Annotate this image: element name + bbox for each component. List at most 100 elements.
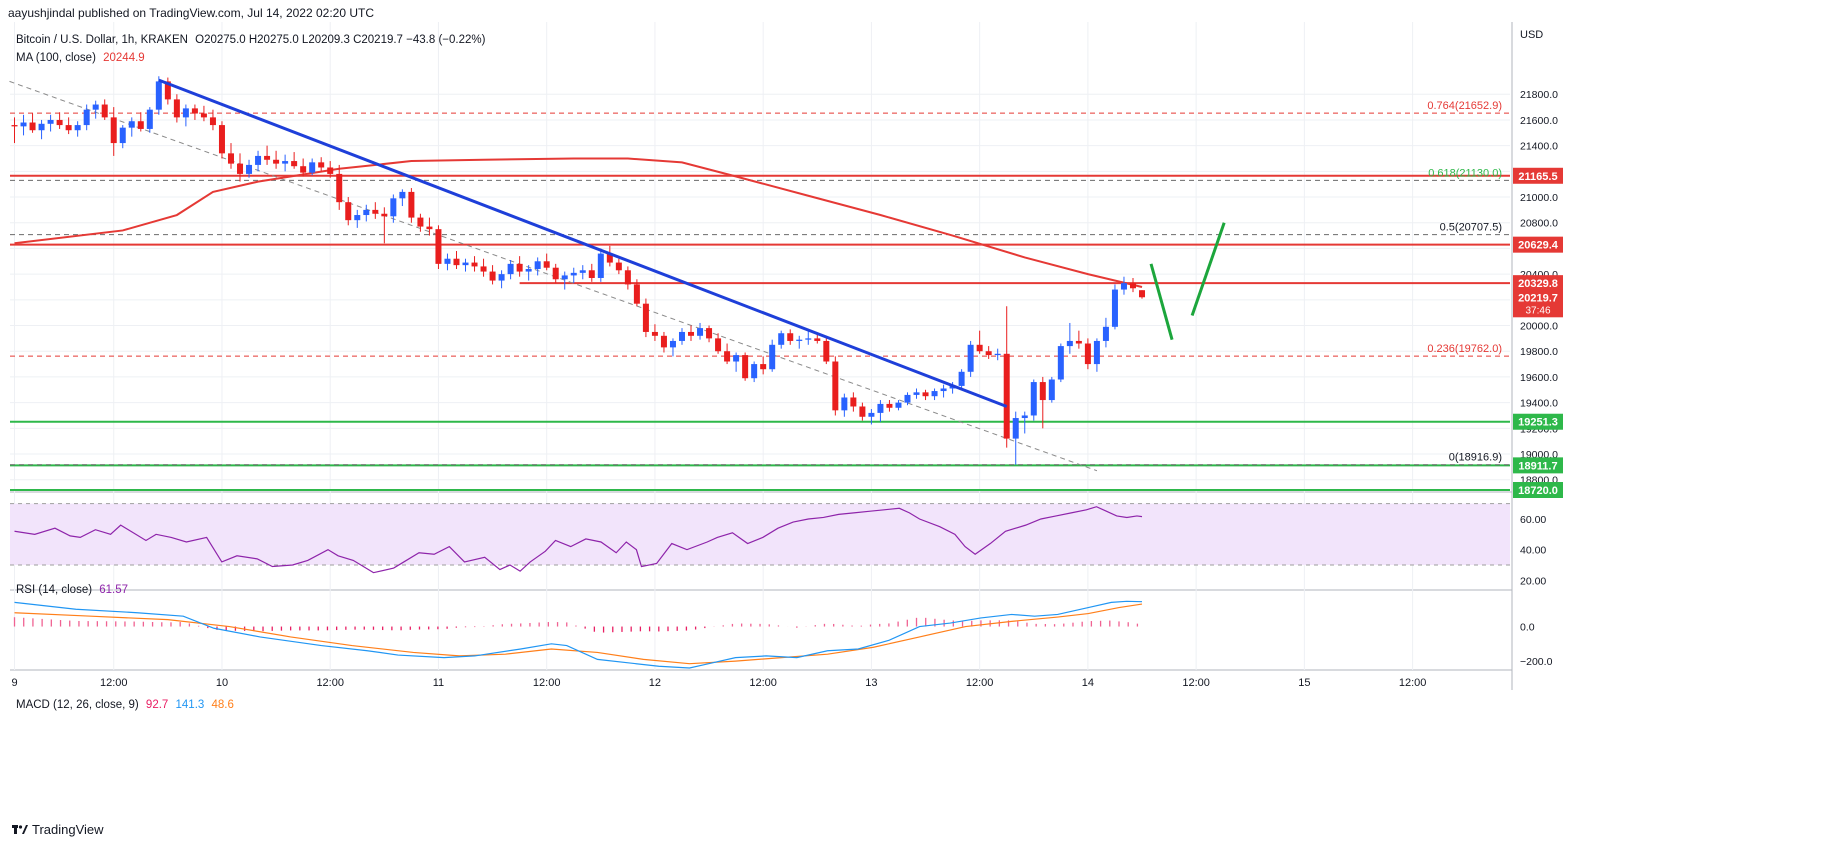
candle-body <box>823 340 830 362</box>
candle-body <box>345 202 352 221</box>
symbol-title[interactable]: Bitcoin / U.S. Dollar, 1h, KRAKEN <box>16 34 188 46</box>
candle <box>868 409 875 425</box>
candle-body <box>381 213 388 217</box>
candle-body <box>859 406 866 417</box>
rsi-label[interactable]: RSI (14, close) <box>16 584 93 596</box>
candle <box>354 209 361 228</box>
candle <box>751 361 758 383</box>
candle <box>20 114 27 136</box>
candle-body <box>173 99 180 118</box>
candle <box>1111 284 1118 330</box>
candle-body <box>273 159 280 164</box>
candle-body <box>895 402 902 408</box>
candle <box>1084 338 1091 370</box>
candle-body <box>1021 415 1028 419</box>
candle-body <box>706 328 713 339</box>
countdown-label: 37:46 <box>1525 305 1550 316</box>
candle <box>733 352 740 372</box>
candle <box>832 356 839 416</box>
candle-body <box>1129 283 1136 289</box>
forecast-leg-down <box>1149 263 1174 341</box>
candle <box>967 340 974 377</box>
candle-body <box>796 339 803 341</box>
time-tick-label: 12:00 <box>316 677 344 689</box>
candle <box>1129 277 1136 293</box>
candle <box>913 388 920 399</box>
candle <box>678 328 685 345</box>
candle-body <box>724 351 731 362</box>
candle-body <box>525 268 532 272</box>
time-tick-label: 9 <box>11 677 17 689</box>
candle <box>769 339 776 372</box>
candle <box>1075 330 1082 349</box>
ma-label[interactable]: MA (100, close) <box>16 52 96 64</box>
candle <box>489 265 496 285</box>
candle <box>642 298 649 338</box>
candle <box>101 99 108 120</box>
candle-body <box>498 274 505 281</box>
candle-body <box>543 261 550 268</box>
candle <box>850 392 857 412</box>
candle <box>688 325 695 341</box>
candle <box>119 125 126 149</box>
candle-body <box>137 121 144 129</box>
candle-body <box>940 388 947 392</box>
macd-line <box>14 600 1143 669</box>
candle-body <box>760 364 767 370</box>
macd-legend: MACD (12, 26, close, 9) 92.7 141.3 48.6 <box>16 699 238 711</box>
time-tick-label: 15 <box>1298 677 1310 689</box>
candle <box>669 338 676 357</box>
price-tag-label: 18720.0 <box>1518 485 1558 497</box>
candle-body <box>688 331 695 336</box>
price-tick-label: 21600.0 <box>1520 115 1558 127</box>
candle <box>1139 290 1146 299</box>
ohlc-values: O20275.0 H20275.0 L20209.3 C20219.7 −43.… <box>195 34 486 46</box>
candle <box>1102 317 1109 348</box>
tradingview-brand[interactable]: TradingView <box>12 822 104 837</box>
brand-name: TradingView <box>32 822 104 837</box>
candle-body <box>832 361 839 411</box>
ma-value: 20244.9 <box>103 52 145 64</box>
tradingview-logo-icon <box>12 824 28 834</box>
candle <box>264 145 271 165</box>
candle-body <box>101 104 108 118</box>
candle-body <box>958 371 965 386</box>
candle-body <box>399 191 406 199</box>
candle-body <box>47 119 54 124</box>
candle <box>805 330 812 345</box>
candle-body <box>354 215 361 221</box>
candle-body <box>976 344 983 352</box>
candle <box>300 158 307 177</box>
candle <box>65 117 72 135</box>
price-tick-label: 19400.0 <box>1520 398 1558 410</box>
candle-body <box>65 125 72 131</box>
candle <box>38 119 45 140</box>
candle <box>561 271 568 290</box>
time-tick-label: 12 <box>649 677 661 689</box>
candle-body <box>426 226 433 230</box>
candle-body <box>255 155 262 165</box>
macd-tick-label: 0.0 <box>1520 622 1535 634</box>
macd-label[interactable]: MACD (12, 26, close, 9) <box>16 699 139 711</box>
candle <box>417 213 424 232</box>
candle-body <box>282 161 289 164</box>
candle-body <box>1075 340 1082 344</box>
price-tag-label: 19251.3 <box>1518 417 1558 429</box>
candle <box>453 251 460 269</box>
macd-value: 92.7 <box>145 699 169 711</box>
candle <box>778 330 785 349</box>
candle-body <box>146 109 153 129</box>
candle-body <box>20 122 27 127</box>
candle-body <box>787 333 794 341</box>
candle-body <box>246 164 253 174</box>
time-tick-label: 11 <box>433 677 444 689</box>
candle-body <box>92 104 99 110</box>
candle-body <box>868 412 875 417</box>
candle-body <box>814 338 821 341</box>
candle-body <box>110 117 117 144</box>
price-tag-bg <box>1513 275 1563 292</box>
candle <box>444 253 451 271</box>
candle <box>47 114 54 132</box>
candle <box>435 225 442 269</box>
